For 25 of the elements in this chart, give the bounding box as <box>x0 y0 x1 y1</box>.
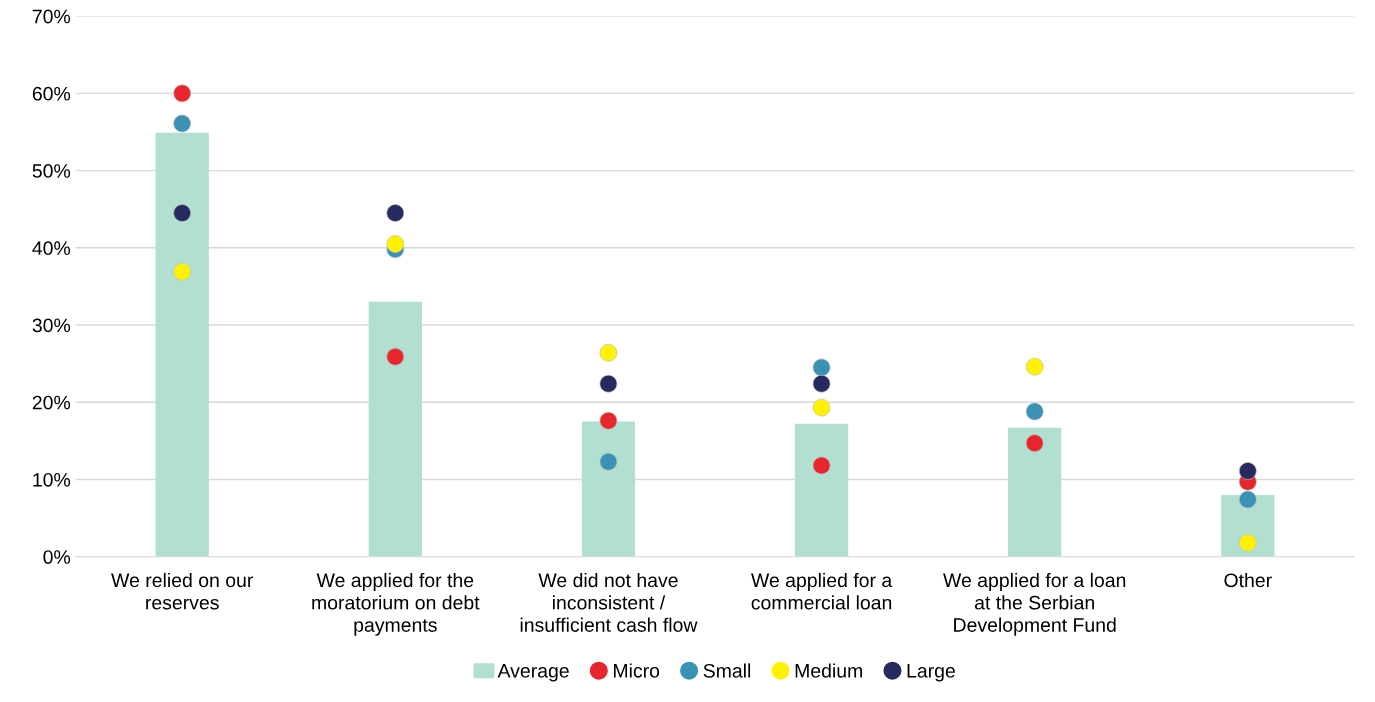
y-tick-label: 10% <box>33 472 71 487</box>
bar <box>1008 427 1062 557</box>
y-tick-label: 70% <box>32 9 71 24</box>
legend-label: Large <box>907 664 955 682</box>
legend-label: Medium <box>795 663 862 678</box>
y-tick-label: 50% <box>32 164 71 178</box>
x-tick-label: We did not have inconsistent / insufficient cash flow <box>520 572 698 632</box>
y-tick-label: 60% <box>32 86 71 101</box>
legend-label: Micro <box>614 663 660 678</box>
legend-label: Small <box>703 663 751 678</box>
y-tick-label: 20% <box>32 395 71 410</box>
legend-label: Average <box>497 664 569 682</box>
y-tick-label: 0% <box>43 550 71 564</box>
x-tick-label: Other <box>1224 572 1272 588</box>
y-tick-label: 30% <box>32 318 71 333</box>
bar <box>794 423 849 557</box>
bar <box>581 421 636 557</box>
y-tick-label: 40% <box>32 241 71 256</box>
x-tick-label: We applied for the moratorium on debt payments <box>312 572 480 636</box>
bar <box>155 132 209 557</box>
x-tick-label: We applied for a commercial loan <box>751 572 893 610</box>
x-tick-label: We relied on our reserves <box>111 572 254 610</box>
bar <box>368 301 422 557</box>
x-tick-label: We applied for a loan at the Serbian Development Fund <box>943 572 1126 636</box>
point <box>1238 490 1257 509</box>
